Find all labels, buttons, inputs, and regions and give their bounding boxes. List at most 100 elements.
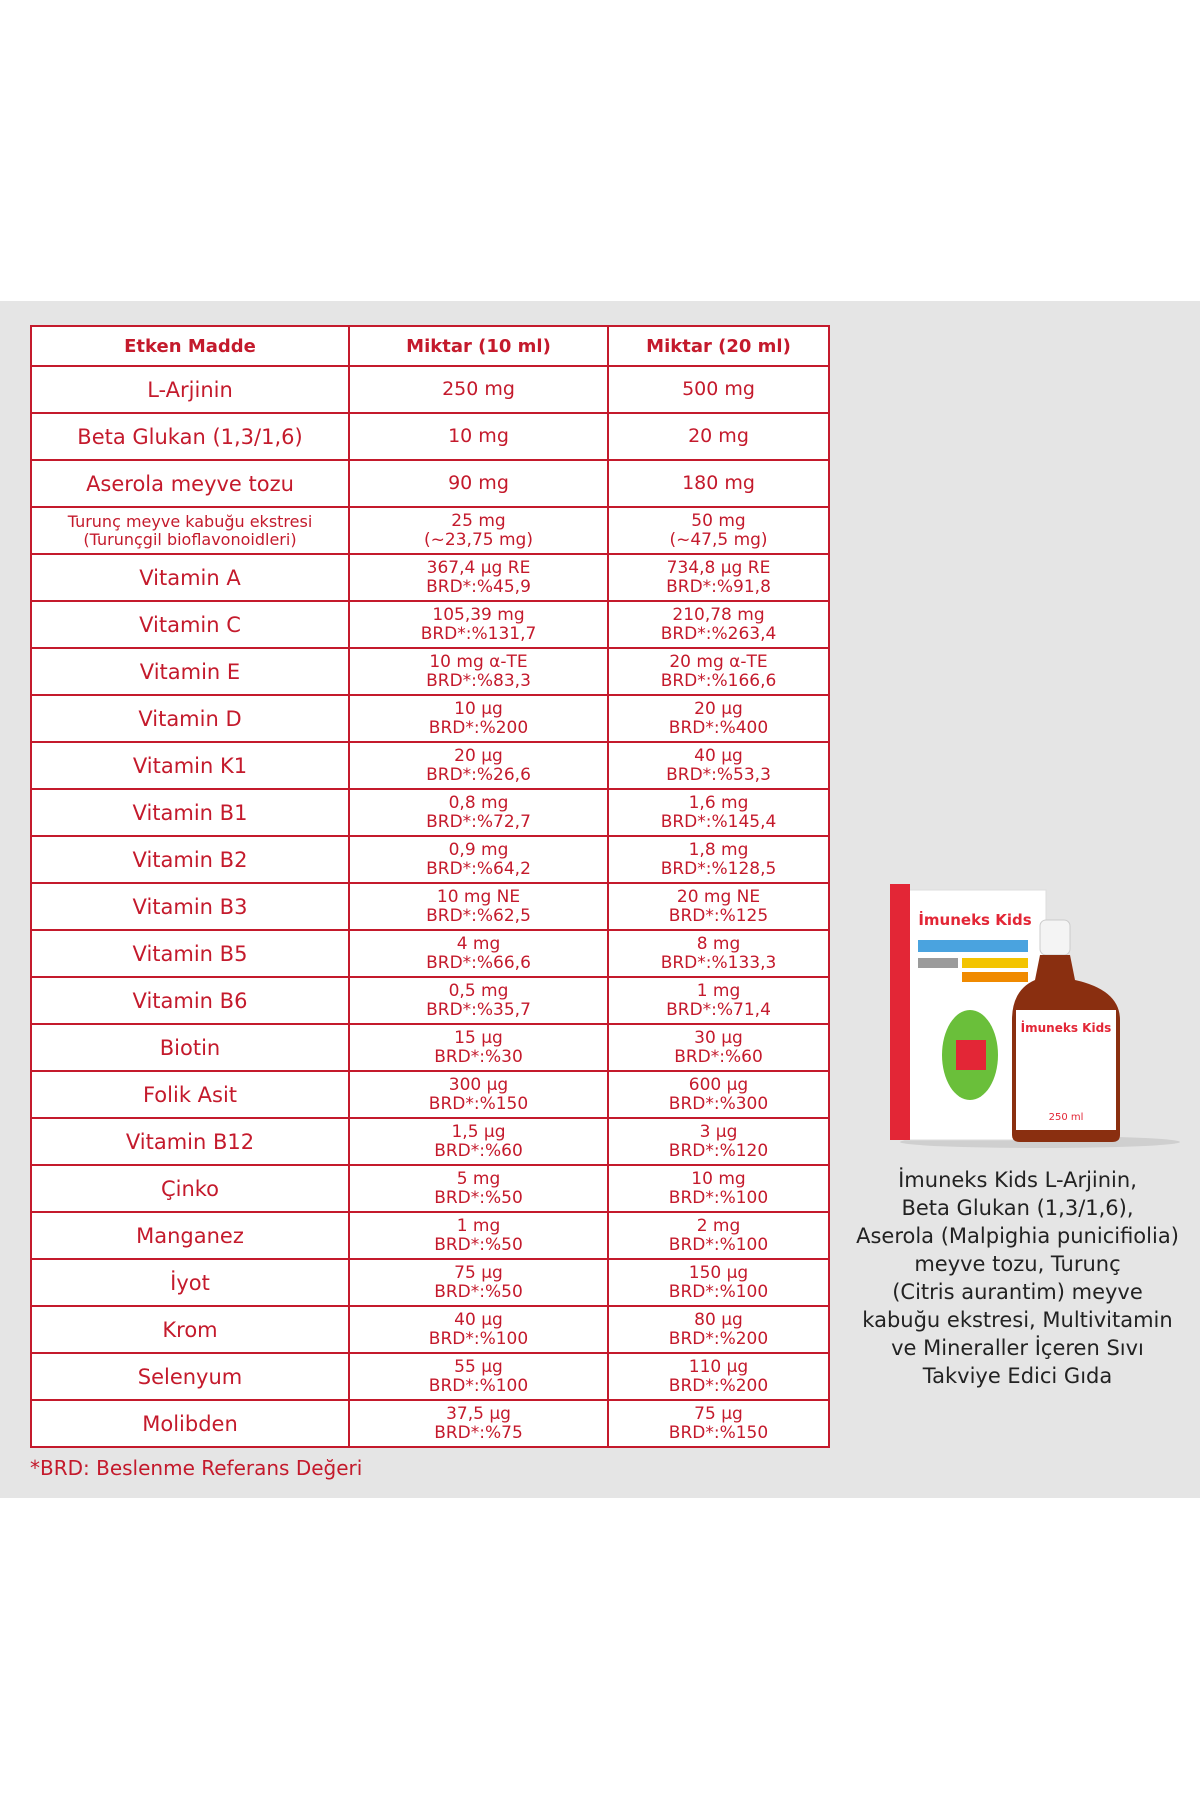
amount-line: BRD*:%145,4	[660, 811, 777, 832]
amount-line: BRD*:%150	[668, 1422, 769, 1443]
amount-line: 2 mg	[696, 1215, 741, 1236]
box-side	[890, 884, 910, 1140]
amount-line: 300 µg	[448, 1074, 509, 1095]
amount-line: 0,5 mg	[448, 980, 509, 1001]
amount-line: 3 µg	[699, 1121, 738, 1142]
amount-line: 15 µg	[454, 1027, 503, 1048]
amount-line: BRD*:%91,8	[666, 576, 771, 597]
amount-cell: 20 mg α-TE BRD*:%166,6	[607, 647, 830, 696]
amount-line: BRD*:%50	[434, 1281, 523, 1302]
amount-line: BRD*:%100	[428, 1375, 529, 1396]
amount-line: (~47,5 mg)	[669, 529, 768, 550]
ingredient-name: Aserola meyve tozu	[30, 459, 350, 508]
amount-line: 40 µg	[694, 745, 743, 766]
amount-cell: 10 µg BRD*:%200	[348, 694, 609, 743]
footnote: *BRD: Beslenme Referans Değeri	[30, 1456, 363, 1480]
amount-line: 734,8 µg RE	[666, 557, 771, 578]
amount-line: 105,39 mg	[432, 604, 525, 625]
amount-cell: 90 mg	[348, 459, 609, 508]
amount-cell: 75 µg BRD*:%50	[348, 1258, 609, 1307]
amount-line: 1,6 mg	[688, 792, 749, 813]
amount-line: 20 mg NE	[676, 886, 761, 907]
amount-cell: 367,4 µg RE BRD*:%45,9	[348, 553, 609, 602]
amount-cell: 1,6 mg BRD*:%145,4	[607, 788, 830, 837]
table-row: L-Arjinin 250 mg 500 mg	[30, 365, 830, 414]
amount-line: BRD*:%100	[668, 1187, 769, 1208]
ingredient-name: İyot	[30, 1258, 350, 1307]
amount-cell: 210,78 mg BRD*:%263,4	[607, 600, 830, 649]
amount-line: BRD*:%30	[434, 1046, 523, 1067]
caption-line: ve Mineraller İçeren Sıvı	[891, 1336, 1144, 1360]
amount-line: 210,78 mg	[672, 604, 765, 625]
box-label	[962, 972, 1028, 982]
ingredient-name: Turunç meyve kabuğu ekstresi (Turunçgil …	[30, 506, 350, 555]
amount-line: 20 mg	[688, 425, 749, 447]
amount-cell: 55 µg BRD*:%100	[348, 1352, 609, 1401]
ingredient-name: Çinko	[30, 1164, 350, 1213]
amount-cell: 20 µg BRD*:%400	[607, 694, 830, 743]
amount-line: 50 mg	[691, 510, 746, 531]
ingredient-name: Vitamin D	[30, 694, 350, 743]
amount-cell: 40 µg BRD*:%53,3	[607, 741, 830, 790]
amount-cell: 2 mg BRD*:%100	[607, 1211, 830, 1260]
amount-cell: 0,9 mg BRD*:%64,2	[348, 835, 609, 884]
ingredient-name: Vitamin A	[30, 553, 350, 602]
bottle-label	[1016, 1010, 1116, 1130]
amount-cell: 5 mg BRD*:%50	[348, 1164, 609, 1213]
caption-line: Takviye Edici Gıda	[922, 1364, 1113, 1388]
amount-cell: 10 mg	[348, 412, 609, 461]
amount-line: 600 µg	[688, 1074, 749, 1095]
amount-line: BRD*:%300	[668, 1093, 769, 1114]
amount-line: BRD*:%100	[668, 1281, 769, 1302]
amount-cell: 250 mg	[348, 365, 609, 414]
amount-line: 20 mg α-TE	[669, 651, 768, 672]
amount-line: BRD*:%60	[674, 1046, 763, 1067]
amount-cell: 10 mg BRD*:%100	[607, 1164, 830, 1213]
caption-line: meyve tozu, Turunç	[914, 1252, 1121, 1276]
box-label	[918, 958, 958, 968]
amount-line: BRD*:%150	[428, 1093, 529, 1114]
ingredient-name: Vitamin B3	[30, 882, 350, 931]
table-row: Krom 40 µg BRD*:%100 80 µg BRD*:%200	[30, 1305, 830, 1354]
table-row: Vitamin K1 20 µg BRD*:%26,6 40 µg BRD*:%53,3	[30, 741, 830, 790]
amount-line: BRD*:%100	[668, 1234, 769, 1255]
amount-line: BRD*:%400	[668, 717, 769, 738]
ingredient-name: L-Arjinin	[30, 365, 350, 414]
amount-line: BRD*:%71,4	[666, 999, 771, 1020]
amount-line: BRD*:%35,7	[426, 999, 531, 1020]
table-row: İyot 75 µg BRD*:%50 150 µg BRD*:%100	[30, 1258, 830, 1307]
ingredient-name: Folik Asit	[30, 1070, 350, 1119]
ingredient-name: Vitamin B6	[30, 976, 350, 1025]
amount-cell: 80 µg BRD*:%200	[607, 1305, 830, 1354]
amount-line: 1 mg	[696, 980, 741, 1001]
table-row: Vitamin B6 0,5 mg BRD*:%35,7 1 mg BRD*:%71,4	[30, 976, 830, 1025]
table-row: Molibden 37,5 µg BRD*:%75 75 µg BRD*:%150	[30, 1399, 830, 1448]
amount-cell: 110 µg BRD*:%200	[607, 1352, 830, 1401]
amount-line: BRD*:%62,5	[426, 905, 531, 926]
product-caption: İmuneks Kids L-Arjinin, Beta Glukan (1,3/…	[840, 1166, 1195, 1390]
amount-line: 1 mg	[456, 1215, 501, 1236]
amount-line: BRD*:%26,6	[426, 764, 531, 785]
table-row: Vitamin E 10 mg α-TE BRD*:%83,3 20 mg α-TE B…	[30, 647, 830, 696]
amount-line: 0,9 mg	[448, 839, 509, 860]
amount-line: 10 µg	[454, 698, 503, 719]
table-row: Turunç meyve kabuğu ekstresi (Turunçgil …	[30, 506, 830, 555]
header-cell: Etken Madde	[30, 325, 350, 367]
table-row: Selenyum 55 µg BRD*:%100 110 µg BRD*:%200	[30, 1352, 830, 1401]
table-row: Vitamin C 105,39 mg BRD*:%131,7 210,78 mg BR…	[30, 600, 830, 649]
table-row: Vitamin B1 0,8 mg BRD*:%72,7 1,6 mg BRD*:%14…	[30, 788, 830, 837]
amount-line: BRD*:%45,9	[426, 576, 531, 597]
amount-line: 80 µg	[694, 1309, 743, 1330]
amount-line: BRD*:%128,5	[660, 858, 777, 879]
amount-cell: 40 µg BRD*:%100	[348, 1305, 609, 1354]
amount-line: BRD*:%100	[428, 1328, 529, 1349]
amount-cell: 20 mg NE BRD*:%125	[607, 882, 830, 931]
amount-line: 10 mg	[448, 425, 509, 447]
caption-line: Aserola (Malpighia punicifiolia)	[856, 1224, 1179, 1248]
amount-line: BRD*:%50	[434, 1187, 523, 1208]
ingredient-name: Vitamin B2	[30, 835, 350, 884]
table-row: Vitamin B12 1,5 µg BRD*:%60 3 µg BRD*:%120	[30, 1117, 830, 1166]
ingredient-name: Vitamin K1	[30, 741, 350, 790]
amount-line: BRD*:%66,6	[426, 952, 531, 973]
